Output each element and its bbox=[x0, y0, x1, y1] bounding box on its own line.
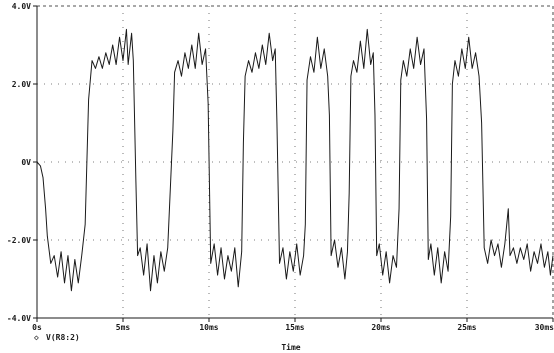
legend-marker-icon: ◇ bbox=[34, 333, 39, 342]
x-tick-label: 30ms bbox=[535, 323, 554, 332]
legend: ◇ V(R8:2) bbox=[34, 333, 80, 342]
x-tick-label: 0s bbox=[32, 323, 42, 332]
grid bbox=[37, 6, 553, 318]
legend-label: V(R8:2) bbox=[46, 333, 80, 342]
x-tick-label: 5ms bbox=[116, 323, 131, 332]
series-line-v-r8-2 bbox=[36, 28, 554, 292]
y-tick-label: 0V bbox=[21, 158, 31, 167]
y-tick-label: -4.0V bbox=[7, 314, 31, 323]
x-tick-label: 20ms bbox=[371, 323, 390, 332]
trace-layer bbox=[36, 28, 554, 292]
x-tick-label: 10ms bbox=[199, 323, 218, 332]
y-tick-label: -2.0V bbox=[7, 236, 31, 245]
x-tick-label: 15ms bbox=[285, 323, 304, 332]
y-tick-label: 4.0V bbox=[12, 2, 31, 11]
y-tick-label: 2.0V bbox=[12, 80, 31, 89]
x-axis-label: Time bbox=[281, 342, 300, 352]
x-tick-label: 25ms bbox=[457, 323, 476, 332]
